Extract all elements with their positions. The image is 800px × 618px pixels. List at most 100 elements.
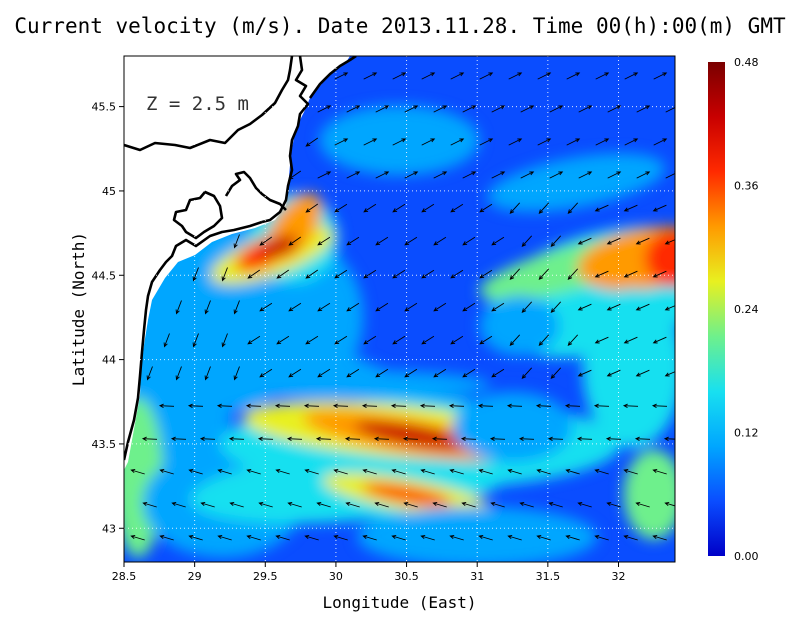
speed-band (645, 230, 675, 287)
speed-band (260, 235, 299, 258)
velocity-arrow (392, 203, 406, 213)
velocity-arrow (361, 403, 378, 408)
velocity-arrow (188, 534, 203, 541)
y-tick-label: 44.5 (92, 269, 117, 282)
velocity-arrow (259, 236, 273, 246)
speed-band (362, 483, 451, 506)
velocity-arrow (246, 468, 261, 475)
velocity-arrow (664, 371, 675, 377)
velocity-arrow (567, 268, 579, 280)
velocity-arrow (664, 501, 675, 507)
velocity-arrow (433, 368, 447, 378)
velocity-arrow (489, 436, 506, 441)
velocity-arrow (537, 72, 552, 80)
velocity-arrow (653, 72, 668, 80)
velocity-arrow (433, 105, 448, 113)
colorbar-tick-label: 0.24 (734, 303, 759, 316)
colorbar-tick-label: 0.48 (734, 56, 759, 69)
velocity-arrow (607, 171, 622, 179)
colorbar-tick-label: 0.12 (734, 427, 759, 440)
velocity-arrow (520, 171, 535, 179)
velocity-arrow (433, 302, 447, 312)
velocity-arrow (141, 436, 158, 441)
velocity-arrow (304, 534, 319, 541)
y-tick-label: 45.5 (92, 101, 117, 114)
velocity-arrow (594, 204, 609, 212)
velocity-arrow (275, 468, 290, 475)
velocity-arrow (491, 236, 505, 246)
velocity-arrow (392, 269, 406, 279)
velocity-arrow (229, 501, 244, 508)
velocity-arrow (142, 501, 157, 508)
velocity-arrow (547, 436, 564, 441)
velocity-arrow (334, 335, 348, 345)
depth-label: Z = 2.5 m (146, 93, 249, 115)
velocity-arrow (421, 72, 436, 80)
velocity-arrow (305, 335, 319, 345)
velocity-arrow (275, 534, 290, 541)
velocity-arrow (550, 367, 562, 379)
velocity-arrow (315, 436, 332, 441)
velocity-arrow (344, 436, 361, 441)
velocity-arrow (664, 305, 675, 311)
velocity-arrow (623, 534, 638, 541)
velocity-arrow (595, 72, 610, 80)
velocity-arrow (595, 138, 610, 146)
velocity-arrow (565, 534, 580, 541)
velocity-arrow (507, 534, 522, 541)
velocity-arrow (402, 436, 419, 441)
speed-band (357, 506, 598, 562)
velocity-arrow (420, 534, 435, 541)
coastline (224, 170, 287, 211)
velocity-arrow (188, 468, 203, 475)
velocity-arrow (535, 403, 552, 408)
velocity-arrow (175, 300, 182, 315)
velocity-arrow (403, 501, 418, 508)
colorbar (708, 62, 725, 556)
coastline (124, 220, 263, 461)
velocity-arrow (593, 403, 610, 408)
velocity-arrow (130, 534, 145, 541)
velocity-arrow (623, 336, 638, 344)
velocity-arrow (536, 468, 551, 475)
velocity-arrow (594, 468, 609, 475)
velocity-arrow (221, 267, 228, 282)
velocity-arrow (187, 403, 204, 408)
map-title: Current velocity (m/s). Date 2013.11.28.… (14, 14, 786, 38)
velocity-arrow (479, 203, 493, 213)
velocity-arrow (228, 436, 245, 441)
coastline (172, 190, 224, 240)
velocity-arrow (404, 171, 419, 179)
velocity-arrow (624, 72, 639, 80)
velocity-arrow (305, 137, 319, 147)
velocity-arrow (538, 268, 550, 280)
velocity-arrow (247, 269, 261, 279)
velocity-arrow (462, 105, 477, 113)
velocity-arrow (245, 403, 262, 408)
velocity-arrow (221, 333, 228, 348)
velocity-arrow (334, 269, 348, 279)
velocity-arrow (491, 105, 506, 113)
speed-band (354, 421, 473, 450)
velocity-arrow (375, 368, 389, 378)
velocity-arrow (567, 334, 579, 346)
velocity-arrow (432, 501, 447, 508)
velocity-arrow (390, 403, 407, 408)
velocity-arrow (548, 501, 563, 508)
velocity-arrow (274, 403, 291, 408)
velocity-arrow (479, 72, 494, 80)
velocity-arrow (333, 468, 348, 475)
velocity-arrow (652, 336, 667, 344)
velocity-arrow (421, 203, 435, 213)
velocity-arrow (509, 334, 521, 346)
velocity-arrow (303, 403, 320, 408)
speed-band (487, 153, 665, 212)
speed-band (623, 449, 675, 540)
velocity-arrow (391, 534, 406, 541)
velocity-arrow (259, 302, 273, 312)
velocity-arrow (375, 236, 389, 246)
velocity-arrow (477, 403, 494, 408)
x-tick-label: 31 (470, 570, 484, 583)
velocity-arrow (518, 436, 535, 441)
